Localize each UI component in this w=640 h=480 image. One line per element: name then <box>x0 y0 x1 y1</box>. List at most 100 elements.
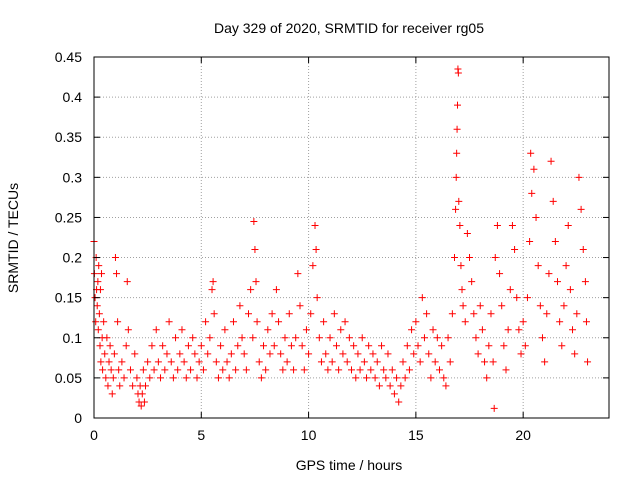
chart-title: Day 329 of 2020, SRMTID for receiver rg0… <box>214 20 484 36</box>
data-point <box>380 366 388 374</box>
data-point <box>489 358 497 366</box>
data-point <box>527 149 535 157</box>
data-point <box>566 286 574 294</box>
data-point <box>474 350 482 358</box>
data-point <box>498 302 506 310</box>
data-point <box>405 366 413 374</box>
data-point <box>556 318 564 326</box>
data-point <box>511 246 519 254</box>
data-point <box>508 221 516 229</box>
data-point <box>538 334 546 342</box>
data-point <box>206 334 214 342</box>
data-point <box>180 358 188 366</box>
data-point <box>238 334 246 342</box>
data-point <box>294 270 302 278</box>
data-point <box>343 358 351 366</box>
data-point <box>420 334 428 342</box>
data-point <box>266 350 274 358</box>
data-point <box>236 302 244 310</box>
data-point <box>410 350 418 358</box>
data-point <box>133 374 141 382</box>
data-point <box>454 69 462 77</box>
data-point <box>214 374 222 382</box>
data-point <box>317 358 325 366</box>
data-point <box>99 366 107 374</box>
data-point <box>150 366 158 374</box>
data-point <box>491 254 499 262</box>
data-point <box>139 366 147 374</box>
data-point <box>382 374 390 382</box>
data-point <box>163 350 171 358</box>
data-point <box>579 246 587 254</box>
x-tick-label: 15 <box>408 427 424 443</box>
data-point <box>110 350 118 358</box>
data-point <box>252 278 260 286</box>
data-point <box>255 358 263 366</box>
data-point <box>358 334 366 342</box>
data-point <box>554 278 561 286</box>
axes <box>93 56 610 419</box>
data-point <box>547 157 555 165</box>
data-point <box>148 342 156 350</box>
data-point <box>493 221 501 229</box>
data-point <box>221 326 229 334</box>
data-point <box>534 262 542 270</box>
data-point <box>184 342 192 350</box>
data-point <box>167 358 175 366</box>
data-point <box>115 366 123 374</box>
data-point <box>225 374 233 382</box>
data-point <box>312 246 320 254</box>
data-point <box>118 358 126 366</box>
data-point <box>223 358 231 366</box>
data-point <box>189 334 197 342</box>
data-point <box>487 310 495 318</box>
data-point <box>452 205 460 213</box>
data-point <box>126 366 134 374</box>
data-point <box>109 374 117 382</box>
data-point <box>558 342 566 350</box>
data-points <box>90 65 592 412</box>
data-point <box>483 374 491 382</box>
data-point <box>350 342 358 350</box>
data-point <box>360 358 368 366</box>
data-point <box>551 238 559 246</box>
x-tick-label: 0 <box>90 427 98 443</box>
data-point <box>458 286 466 294</box>
data-point <box>138 390 146 398</box>
data-point <box>582 318 590 326</box>
data-point <box>227 350 235 358</box>
data-point <box>519 318 527 326</box>
data-point <box>431 358 439 366</box>
data-point <box>275 318 283 326</box>
data-point <box>172 334 180 342</box>
data-point <box>481 358 489 366</box>
y-tick-label: 0.45 <box>55 49 82 65</box>
data-point <box>161 366 169 374</box>
data-point <box>137 402 145 410</box>
data-point <box>399 358 407 366</box>
data-point <box>454 101 462 109</box>
data-point <box>154 358 162 366</box>
y-tick-label: 0 <box>74 410 82 426</box>
data-point <box>324 366 332 374</box>
data-point <box>169 374 177 382</box>
x-axis-ticks: 0 5 10 15 20 <box>90 57 531 443</box>
data-point <box>320 318 328 326</box>
data-point <box>146 374 154 382</box>
data-point <box>93 302 101 310</box>
data-point <box>532 213 540 221</box>
data-point <box>232 366 240 374</box>
data-point <box>577 205 585 213</box>
data-point <box>502 366 510 374</box>
data-point <box>575 173 583 181</box>
y-tick-label: 0.1 <box>63 330 83 346</box>
data-point <box>111 254 119 262</box>
data-point <box>504 326 512 334</box>
data-point <box>249 334 257 342</box>
data-point <box>202 318 210 326</box>
data-point <box>337 326 345 334</box>
data-point <box>113 270 121 278</box>
data-point <box>102 374 110 382</box>
data-point <box>240 350 248 358</box>
